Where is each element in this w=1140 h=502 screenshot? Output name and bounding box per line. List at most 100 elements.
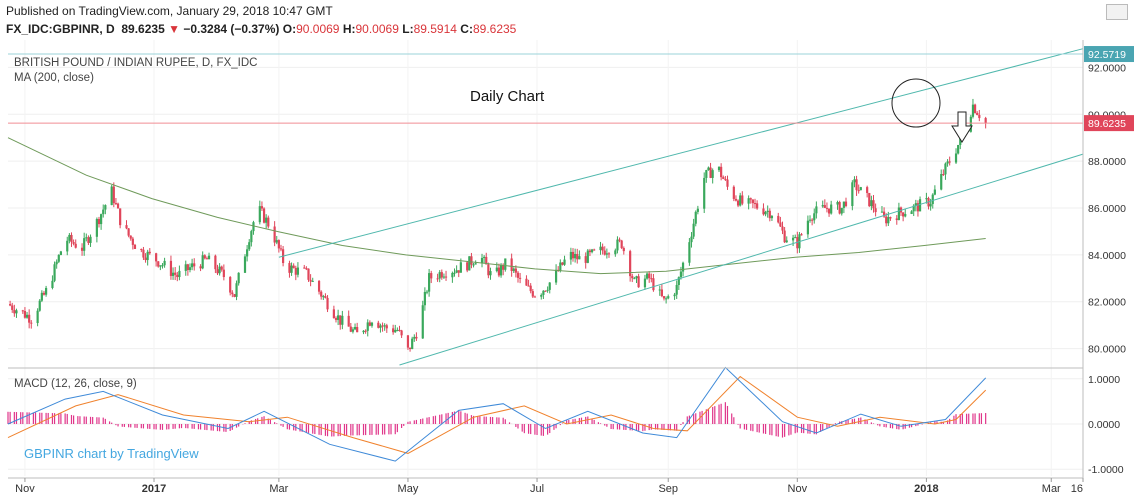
candle-body <box>222 269 225 278</box>
candle-body <box>489 271 492 276</box>
candle-body <box>576 253 579 260</box>
candle-body <box>15 310 18 314</box>
candle-body <box>400 330 403 336</box>
candle-body <box>741 195 744 204</box>
candle-body <box>696 208 699 212</box>
candle-body <box>497 267 501 276</box>
candle-body <box>30 322 33 324</box>
candle-body <box>690 236 693 243</box>
candle-body <box>218 266 221 274</box>
candle-body <box>66 240 69 252</box>
candle-body <box>616 239 619 251</box>
candle-body <box>648 273 651 279</box>
candle-body <box>620 240 623 249</box>
tradingview-logo-icon[interactable] <box>1106 4 1128 20</box>
candle-body <box>527 285 530 287</box>
candle-body <box>38 300 41 311</box>
candle-body <box>97 219 101 225</box>
candle-body <box>398 329 401 331</box>
price-tick-label: 80.0000 <box>1088 344 1126 356</box>
time-tick-label: May <box>398 483 419 495</box>
last-price: 89.6235 <box>121 22 165 36</box>
low-value: 89.5914 <box>413 22 457 36</box>
candle-body <box>252 222 255 232</box>
candle-body <box>866 187 869 194</box>
candle-body <box>184 264 187 271</box>
price-tick-label: 82.0000 <box>1088 297 1126 309</box>
candle-body <box>874 208 877 213</box>
high-value: 90.0069 <box>355 22 399 36</box>
candle-body <box>756 203 759 209</box>
candle-body <box>762 208 765 215</box>
candle-body <box>116 203 120 209</box>
candle-body <box>588 250 592 253</box>
candle-body <box>205 258 209 260</box>
down-arrow-icon: ▼ <box>168 22 180 36</box>
candle-body <box>821 205 824 207</box>
candle-body <box>68 234 71 241</box>
candle-body <box>838 202 841 214</box>
candle-body <box>366 322 369 331</box>
candle-body <box>978 114 981 119</box>
candle-body <box>383 325 386 327</box>
channel-upper-line <box>278 48 1084 258</box>
candle-body <box>157 261 160 267</box>
candle-body <box>455 270 458 273</box>
time-tick-label: 2018 <box>914 483 938 495</box>
candle-body <box>262 208 266 223</box>
candle-body <box>514 268 517 273</box>
candle-body <box>392 328 395 333</box>
macd-tick-label: 0.0000 <box>1088 419 1120 431</box>
candle-body <box>948 161 951 163</box>
time-tick-label: Mar <box>269 483 288 495</box>
candle-body <box>872 200 875 209</box>
candle-body <box>914 203 917 206</box>
candle-body <box>440 272 443 278</box>
candle-body <box>499 265 503 276</box>
candle-body <box>229 277 232 293</box>
candle-body <box>813 213 816 221</box>
candle-body <box>711 170 714 178</box>
candle-body <box>726 179 729 187</box>
candle-body <box>231 292 234 295</box>
candle-body <box>237 272 240 284</box>
candle-body <box>631 276 634 279</box>
candle-body <box>428 273 431 292</box>
candle-body <box>519 277 522 279</box>
macd-tick-label: 1.0000 <box>1088 374 1120 386</box>
candle-body <box>288 263 291 273</box>
candle-body <box>53 264 56 281</box>
candle-body <box>110 186 113 206</box>
macd-line <box>7 366 987 462</box>
candle-body <box>119 208 122 226</box>
candle-body <box>303 267 306 269</box>
candle-body <box>246 249 249 257</box>
overlay-layer <box>8 48 1084 366</box>
candle-body <box>171 272 175 276</box>
candle-body <box>739 195 742 206</box>
candle-body <box>453 272 456 274</box>
candle-body <box>406 335 410 348</box>
candle-body <box>637 276 640 288</box>
candle-body <box>320 291 323 297</box>
candle-body <box>880 211 884 213</box>
candle-body <box>188 267 192 271</box>
candle-body <box>292 265 295 268</box>
candle-body <box>590 249 594 253</box>
candle-body <box>629 251 632 277</box>
candle-body <box>485 256 488 265</box>
candle-body <box>337 315 340 320</box>
candle-body <box>751 199 754 204</box>
time-tick-label: Sep <box>658 483 678 495</box>
candle-body <box>650 278 653 280</box>
candle-body <box>235 283 238 297</box>
candle-body <box>747 198 750 204</box>
candle-body <box>667 296 670 299</box>
candle-body <box>942 174 945 176</box>
candle-body <box>80 247 84 251</box>
candle-body <box>442 276 446 278</box>
candle-body <box>36 310 39 324</box>
candle-body <box>362 330 365 333</box>
candle-body <box>717 166 721 171</box>
